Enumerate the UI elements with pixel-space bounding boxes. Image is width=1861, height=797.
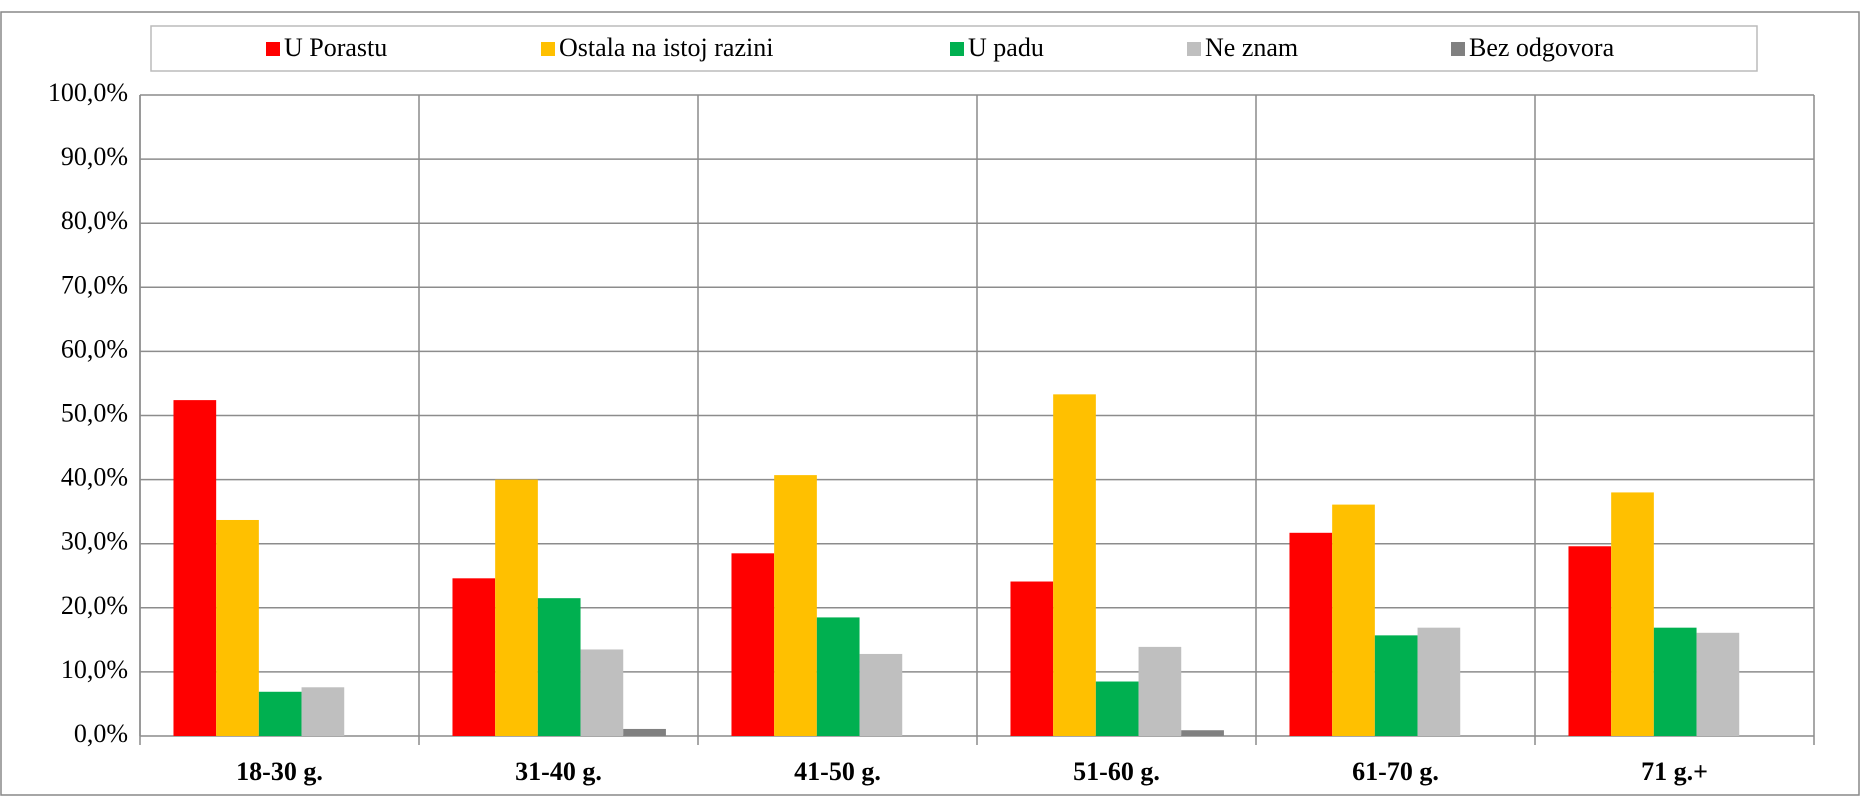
legend-label: Ne znam — [1205, 33, 1298, 62]
x-tick-label: 61-70 g. — [1352, 757, 1439, 786]
bar — [580, 649, 624, 736]
x-tick-label: 51-60 g. — [1073, 757, 1160, 786]
bar — [859, 653, 903, 736]
y-tick-label: 60,0% — [61, 334, 128, 363]
bar — [1289, 532, 1333, 736]
bar — [1095, 681, 1139, 736]
bar — [731, 553, 775, 736]
bar — [816, 617, 860, 736]
legend-label: Bez odgovora — [1469, 33, 1615, 62]
legend-label: U padu — [968, 33, 1044, 62]
bar — [1568, 546, 1612, 736]
y-tick-label: 40,0% — [61, 463, 128, 492]
bar — [1417, 627, 1461, 736]
y-tick-label: 80,0% — [61, 206, 128, 235]
bar — [1696, 632, 1740, 736]
legend-label: Ostala na istoj razini — [559, 33, 773, 62]
y-tick-label: 90,0% — [61, 142, 128, 171]
bar — [623, 728, 666, 736]
x-tick-label: 18-30 g. — [236, 757, 323, 786]
legend-swatch — [266, 42, 280, 56]
x-tick-label: 41-50 g. — [794, 757, 881, 786]
bar — [452, 578, 496, 736]
bar — [1374, 635, 1418, 736]
y-tick-label: 50,0% — [61, 398, 128, 427]
bar — [1053, 394, 1096, 736]
bar — [774, 475, 817, 736]
legend-swatch — [1451, 42, 1465, 56]
y-tick-label: 20,0% — [61, 591, 128, 620]
bar — [258, 691, 302, 736]
y-tick-label: 10,0% — [61, 655, 128, 684]
y-tick-label: 0,0% — [74, 719, 128, 748]
y-tick-label: 70,0% — [61, 270, 128, 299]
bar — [495, 479, 538, 736]
bar — [1138, 646, 1182, 736]
bar — [1010, 581, 1054, 736]
bar — [1332, 504, 1375, 736]
x-tick-label: 31-40 g. — [515, 757, 602, 786]
bar — [537, 598, 581, 736]
legend-swatch — [1187, 42, 1201, 56]
bar — [173, 400, 217, 736]
bar — [1611, 492, 1654, 736]
bar — [301, 687, 345, 736]
bar — [1653, 627, 1697, 736]
y-tick-label: 100,0% — [48, 78, 128, 107]
legend-swatch — [950, 42, 964, 56]
bar — [1181, 730, 1224, 736]
y-tick-label: 30,0% — [61, 527, 128, 556]
x-tick-label: 71 g.+ — [1641, 757, 1708, 786]
legend-label: U Porastu — [284, 33, 387, 62]
legend-swatch — [541, 42, 555, 56]
bar — [216, 519, 259, 736]
chart-border — [0, 11, 1860, 796]
